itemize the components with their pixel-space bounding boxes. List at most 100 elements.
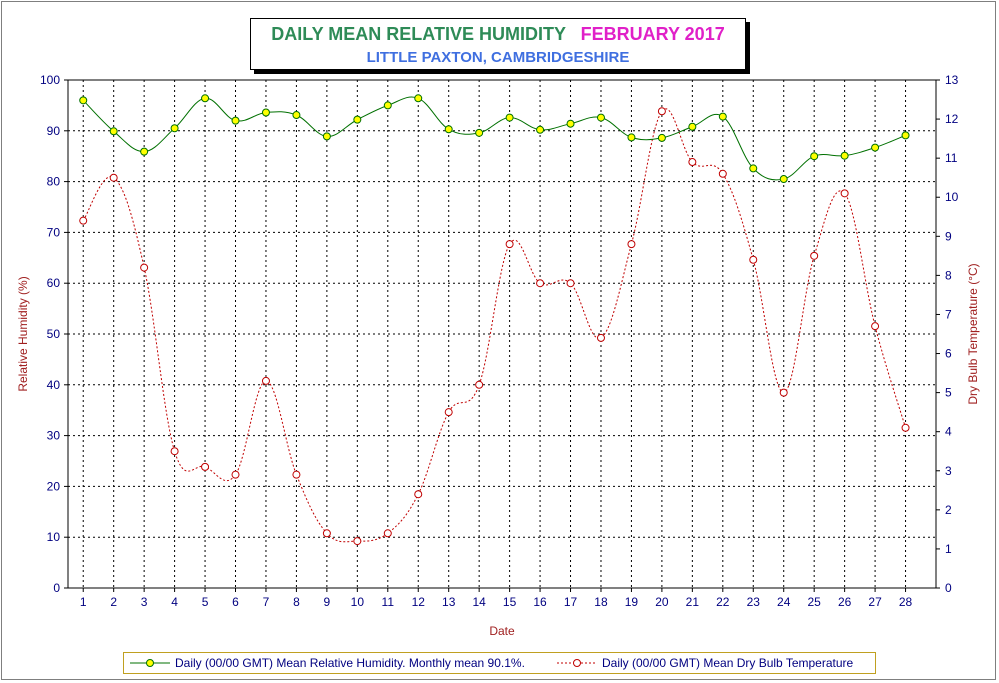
x-tick-label: 25 [807, 595, 821, 609]
temperature-point [749, 255, 758, 264]
x-tick-label: 8 [293, 595, 300, 609]
temperature-point [657, 107, 666, 116]
temperature-point [627, 240, 636, 249]
x-tick-label: 9 [324, 595, 331, 609]
y-tick-label: 100 [40, 73, 60, 87]
humidity-point [444, 125, 453, 134]
humidity-point [871, 143, 880, 152]
humidity-point [353, 115, 362, 124]
temperature-point [261, 376, 270, 385]
temperature-point [353, 537, 362, 546]
humidity-point [536, 125, 545, 134]
humidity-point [566, 119, 575, 128]
temperature-point [840, 189, 849, 198]
temperature-point [871, 322, 880, 331]
x-tick-label: 17 [564, 595, 578, 609]
humidity-point [475, 128, 484, 137]
humidity-point [261, 108, 270, 117]
y-tick-label: 80 [47, 175, 61, 189]
x-tick-label: 27 [868, 595, 882, 609]
y2-tick-label: 2 [945, 503, 952, 517]
legend-item-temperature: Daily (00/00 GMT) Mean Dry Bulb Temperat… [556, 656, 853, 670]
x-tick-label: 1 [80, 595, 87, 609]
temperature-point [505, 240, 514, 249]
temperature-point [322, 529, 331, 538]
x-tick-label: 7 [263, 595, 270, 609]
legend-humidity-label: Daily (00/00 GMT) Mean Relative Humidity… [175, 656, 525, 670]
humidity-point [627, 133, 636, 142]
x-tick-label: 26 [838, 595, 852, 609]
humidity-point [657, 133, 666, 142]
temperature-point [444, 408, 453, 417]
legend: Daily (00/00 GMT) Mean Relative Humidity… [123, 652, 876, 674]
temperature-point [810, 251, 819, 260]
y-tick-label: 0 [53, 581, 60, 595]
temperature-point [414, 490, 423, 499]
humidity-point [170, 124, 179, 133]
humidity-point [718, 112, 727, 121]
y-tick-label: 30 [47, 429, 61, 443]
humidity-point [140, 147, 149, 156]
humidity-point [414, 94, 423, 103]
humidity-point [779, 175, 788, 184]
temperature-point [718, 169, 727, 178]
x-tick-label: 21 [686, 595, 700, 609]
temperature-point [779, 388, 788, 397]
y-tick-label: 20 [47, 479, 61, 493]
humidity-point [322, 132, 331, 141]
temperature-point [292, 470, 301, 479]
humidity-point [749, 164, 758, 173]
humidity-point [810, 152, 819, 161]
x-tick-label: 3 [141, 595, 148, 609]
x-tick-label: 23 [747, 595, 761, 609]
legend-temperature-swatch [557, 659, 597, 667]
x-tick-label: 4 [171, 595, 178, 609]
temperature-point [566, 279, 575, 288]
temperature-point [140, 263, 149, 272]
legend-humidity-swatch [130, 659, 170, 667]
x-tick-label: 16 [533, 595, 547, 609]
y2-tick-label: 6 [945, 347, 952, 361]
temperature-point [231, 470, 240, 479]
humidity-point [79, 96, 88, 105]
title-box: DAILY MEAN RELATIVE HUMIDITY FEBRUARY 20… [250, 18, 746, 70]
legend-item-humidity: Daily (00/00 GMT) Mean Relative Humidity… [129, 656, 525, 670]
x-tick-label: 22 [716, 595, 730, 609]
y2-tick-label: 5 [945, 386, 952, 400]
x-tick-label: 10 [351, 595, 365, 609]
x-tick-label: 24 [777, 595, 791, 609]
humidity-point [505, 113, 514, 122]
y-tick-label: 40 [47, 378, 61, 392]
y2-tick-label: 9 [945, 229, 952, 243]
y2-tick-label: 3 [945, 464, 952, 478]
y-tick-label: 60 [47, 276, 61, 290]
x-tick-label: 2 [110, 595, 117, 609]
legend-temperature-label: Daily (00/00 GMT) Mean Dry Bulb Temperat… [602, 656, 854, 670]
x-tick-label: 28 [899, 595, 913, 609]
humidity-point [231, 116, 240, 125]
x-tick-label: 20 [655, 595, 669, 609]
y2-tick-label: 10 [945, 190, 959, 204]
y2-tick-label: 8 [945, 268, 952, 282]
temperature-point [79, 216, 88, 225]
humidity-line [82, 96, 906, 181]
humidity-point [383, 101, 392, 110]
temperature-point [170, 447, 179, 456]
x-tick-label: 6 [232, 595, 239, 609]
x-tick-label: 15 [503, 595, 517, 609]
title-line: DAILY MEAN RELATIVE HUMIDITY FEBRUARY 20… [251, 24, 745, 45]
y2-tick-label: 0 [945, 581, 952, 595]
temperature-point [383, 529, 392, 538]
temperature-point [109, 173, 118, 182]
temperature-point [201, 462, 210, 471]
temperature-point [688, 158, 697, 167]
y-tick-label: 70 [47, 225, 61, 239]
y-tick-label: 10 [47, 530, 61, 544]
y-axis-label: Relative Humidity (%) [16, 276, 30, 391]
x-tick-label: 18 [594, 595, 608, 609]
y2-tick-label: 13 [945, 73, 959, 87]
humidity-point [688, 122, 697, 131]
y2-tick-label: 7 [945, 307, 952, 321]
